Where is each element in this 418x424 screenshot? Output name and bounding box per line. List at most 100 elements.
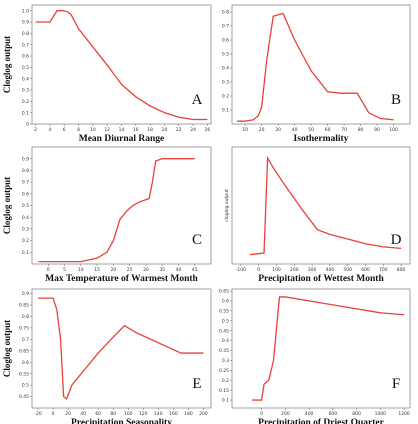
y-tick-label: 0.65: [219, 289, 229, 295]
x-tick-label: 400: [326, 267, 335, 273]
panel-label: F: [392, 376, 400, 392]
x-tick-label: 600: [329, 411, 338, 417]
y-tick-label: 0.7: [22, 337, 29, 343]
y-tick-label: 0.5: [222, 52, 229, 58]
x-tick-label: 26: [205, 127, 211, 133]
y-tick-label: 0.6: [222, 299, 229, 305]
x-tick-label: 5: [63, 267, 66, 273]
x-axis-label: Isothermality: [294, 134, 349, 144]
plot-frame: [31, 4, 212, 125]
x-tick-label: 0: [47, 267, 50, 273]
x-tick-label: 2: [34, 127, 37, 133]
x-tick-label: 20: [162, 127, 168, 133]
y-tick-label: 0.4: [22, 215, 29, 221]
x-tick-label: 40: [80, 411, 86, 417]
x-tick-label: 10: [242, 127, 248, 133]
x-tick-label: 300: [308, 267, 317, 273]
x-tick-label: 10: [78, 267, 84, 273]
x-tick-label: 0: [52, 411, 55, 417]
x-tick-label: 10: [90, 127, 96, 133]
plot-frame: [31, 288, 212, 409]
x-tick-label: 700: [379, 267, 388, 273]
y-tick-label: 0.6: [222, 38, 229, 44]
x-tick-label: 0: [257, 267, 260, 273]
x-tick-label: 50: [308, 127, 314, 133]
y-tick-label: 0.8: [22, 168, 29, 174]
y-tick-label: 0.7: [22, 42, 29, 48]
y-axis-label: Cloglog output: [2, 320, 12, 377]
x-tick-label: 800: [352, 411, 361, 417]
x-tick-label: -20: [34, 411, 41, 417]
x-tick-label: 60: [95, 411, 101, 417]
x-tick-label: 200: [290, 267, 299, 273]
x-tick-label: 45: [192, 267, 198, 273]
x-axis-label: Max Temperature of Warmest Month: [45, 274, 198, 284]
y-tick-label: 0.6: [22, 360, 29, 366]
panel-d: -100 0 100 200 300 400 500 600 700 800 Precipitati…: [224, 146, 411, 284]
x-tick-label: 90: [374, 127, 380, 133]
x-tick-label: 16: [133, 127, 139, 133]
x-axis-label: Precipitation of Wettest Month: [258, 274, 384, 284]
x-tick-label: 160: [169, 411, 178, 417]
panel-label: C: [192, 232, 202, 248]
x-axis-label: Precipitation Seasonality: [71, 418, 172, 424]
x-tick-label: 35: [159, 267, 165, 273]
y-tick-label: 0.15: [219, 388, 229, 394]
x-tick-label: 0: [260, 411, 263, 417]
y-tick-label: 0.45: [19, 394, 29, 400]
panel-b: 10 20 30 40 50 60 70 80 90 100 0.1 0.2 0.3 0.4 0.5 0.6 0…: [222, 4, 411, 144]
y-tick-label: 0.5: [22, 383, 29, 389]
x-tick-label: 1000: [375, 411, 387, 417]
x-tick-label: 8: [77, 127, 80, 133]
y-tick-label: 0.3: [222, 80, 229, 86]
y-tick-label: 0.5: [22, 203, 29, 209]
y-tick-label: 0.2: [22, 99, 29, 105]
x-tick-label: 80: [358, 127, 364, 133]
x-tick-label: 100: [124, 411, 133, 417]
x-tick-label: 500: [343, 267, 352, 273]
x-tick-label: 6: [63, 127, 66, 133]
y-tick-label: 0.6: [22, 191, 29, 197]
response-curve: [38, 297, 204, 400]
panel-a: 2 4 6 8 10 12 14 16 18 20 22 24 2600.10.20.30.40.50.…: [2, 4, 212, 144]
y-tick-label: 0.9: [22, 20, 29, 26]
panel-label: A: [192, 92, 203, 108]
x-tick-label: 22: [176, 127, 182, 133]
x-tick-label: 25: [127, 267, 133, 273]
x-tick-label: 40: [176, 267, 182, 273]
panel-e: -20 0 20 40 60 80 100 120 140 160 180 200 0.45 0.5 0.5…: [2, 288, 212, 424]
x-tick-label: 100: [272, 267, 281, 273]
x-tick-label: 70: [341, 127, 347, 133]
plot-frame: [31, 146, 212, 265]
x-tick-label: 120: [139, 411, 148, 417]
y-tick-label: 0.4: [222, 338, 229, 344]
y-tick-label: 0.5: [222, 318, 229, 324]
y-tick-label: 0.3: [222, 358, 229, 364]
x-tick-label: 4: [48, 127, 51, 133]
x-tick-label: 12: [104, 127, 110, 133]
y-tick-label: 0.4: [22, 76, 29, 82]
plot-frame: [231, 288, 411, 409]
x-tick-label: 180: [184, 411, 193, 417]
y-tick-label: 0.6: [22, 54, 29, 60]
y-tick-label: 0.75: [19, 326, 29, 332]
y-tick-label: 0.3: [22, 88, 29, 94]
x-tick-label: 800: [397, 267, 406, 273]
y-tick-label: 0.55: [219, 308, 229, 314]
y-tick-label: 0.45: [219, 328, 229, 334]
x-tick-label: 14: [119, 127, 125, 133]
y-tick-label: 0.1: [222, 398, 229, 404]
y-tick-label: 0.1: [22, 110, 29, 116]
y-tick-label: 0.85: [19, 303, 29, 309]
x-tick-label: 24: [190, 127, 196, 133]
x-tick-label: 18: [147, 127, 153, 133]
x-tick-label: 15: [94, 267, 100, 273]
x-tick-label: 60: [325, 127, 331, 133]
y-tick-label: 0.5: [22, 65, 29, 71]
y-tick-label: 0.7: [222, 24, 229, 30]
y-tick-label: 0.2: [222, 378, 229, 384]
y-tick-label: 0.9: [22, 291, 29, 297]
y-axis-label: Cloglog output: [2, 36, 12, 93]
x-tick-label: 80: [110, 411, 116, 417]
